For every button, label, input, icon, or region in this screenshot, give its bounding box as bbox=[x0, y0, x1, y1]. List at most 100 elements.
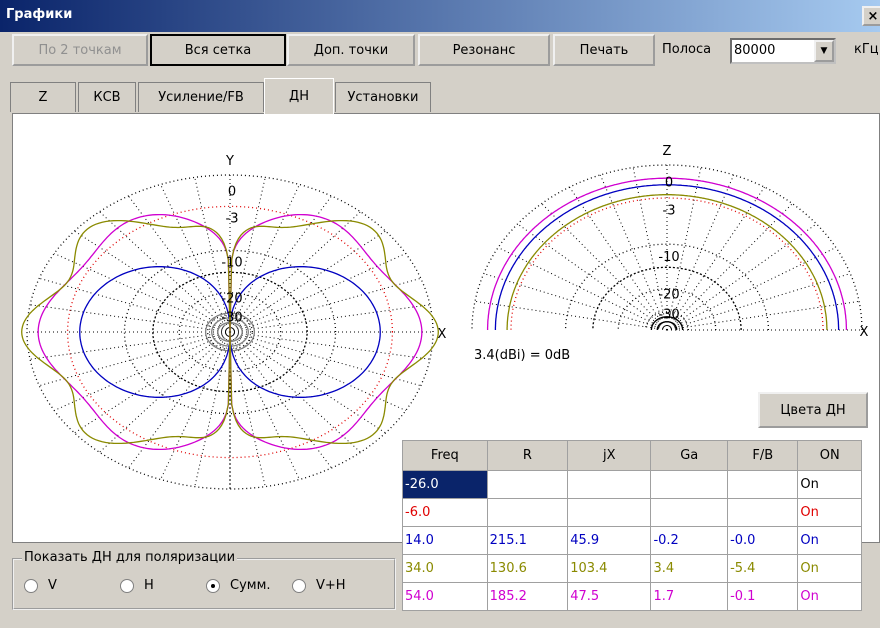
ring-label: -30 bbox=[658, 308, 679, 323]
radial-line bbox=[74, 331, 231, 434]
axis-label: X bbox=[438, 327, 447, 342]
radial-line bbox=[194, 331, 231, 487]
toolbar-button[interactable]: Печать bbox=[553, 34, 655, 66]
dropdown-arrow[interactable]: ▼ bbox=[814, 40, 834, 62]
table-row: 34.0 130.6 103.4 3.4 -5.4 On bbox=[402, 554, 862, 583]
table-cell: -0.1 bbox=[727, 582, 799, 611]
table-cell bbox=[486, 498, 569, 527]
table-cell bbox=[567, 498, 652, 527]
radial-line bbox=[541, 203, 668, 331]
radial-line bbox=[160, 184, 231, 333]
band-value: 80000 bbox=[734, 43, 776, 58]
pattern-curve bbox=[66, 205, 394, 459]
table-cell: -6.0 bbox=[402, 498, 488, 527]
pattern-curve bbox=[506, 194, 828, 330]
table-cell bbox=[727, 470, 799, 499]
radio-button[interactable]: V bbox=[24, 578, 57, 593]
pattern-curve bbox=[178, 292, 282, 372]
toolbar-button[interactable]: По 2 точкам bbox=[12, 34, 148, 66]
radial-line bbox=[39, 277, 231, 333]
pattern-curve bbox=[486, 177, 848, 330]
table-cell: 34.0 bbox=[402, 554, 488, 583]
table-cell: On bbox=[797, 498, 862, 527]
ring-label: -3 bbox=[663, 204, 676, 219]
radio-label: V bbox=[48, 578, 57, 593]
gain-note: 3.4(dBi) = 0dB bbox=[474, 348, 571, 363]
toolbar-button[interactable]: Доп. точки bbox=[287, 34, 415, 66]
radio-circle bbox=[24, 578, 38, 593]
radial-line bbox=[229, 304, 430, 333]
close-button[interactable]: × bbox=[862, 6, 880, 26]
table-cell: On bbox=[797, 470, 862, 499]
tab[interactable]: Усиление/FB bbox=[138, 82, 264, 112]
radio-button[interactable]: H bbox=[120, 578, 154, 593]
ring-label: -10 bbox=[221, 255, 242, 270]
ring-label: -20 bbox=[658, 288, 679, 303]
pattern-curve bbox=[21, 219, 439, 445]
title-bar: Графики × bbox=[0, 0, 880, 32]
table-cell bbox=[727, 498, 799, 527]
radio-button[interactable]: V+H bbox=[292, 578, 346, 593]
pattern-curve bbox=[217, 321, 243, 343]
table-cell: -0.2 bbox=[650, 526, 729, 555]
radial-line bbox=[474, 300, 668, 331]
pattern-curve bbox=[494, 184, 840, 330]
axis-label: Y bbox=[225, 154, 234, 169]
pattern-curve bbox=[37, 213, 423, 451]
radial-line bbox=[229, 230, 386, 333]
table-cell: 1.7 bbox=[650, 582, 729, 611]
table-row: 54.0 185.2 47.5 1.7 -0.1 On bbox=[402, 582, 862, 611]
tab-active[interactable]: ДН bbox=[264, 78, 334, 114]
radio-circle bbox=[292, 578, 306, 593]
column-header: jX bbox=[567, 440, 652, 471]
table-cell: 130.6 bbox=[486, 554, 569, 583]
table-row: 14.0 215.1 45.9 -0.2 -0.0 On bbox=[402, 526, 862, 555]
table-cell bbox=[486, 470, 569, 499]
radio-circle bbox=[206, 578, 220, 593]
radial-line bbox=[229, 331, 332, 469]
band-label: Полоса bbox=[662, 42, 712, 57]
column-header: R bbox=[486, 440, 569, 471]
column-header: Ga bbox=[650, 440, 729, 471]
group-label: Показать ДН для поляризации bbox=[22, 550, 238, 565]
axis-label: Z bbox=[663, 144, 672, 159]
radial-line bbox=[666, 174, 735, 331]
radio-label: V+H bbox=[316, 578, 346, 593]
column-header: ON bbox=[797, 440, 862, 471]
radial-line bbox=[99, 331, 231, 453]
toolbar-button[interactable]: Вся сетка bbox=[150, 34, 286, 66]
radio-label: H bbox=[144, 578, 154, 593]
radial-line bbox=[39, 331, 231, 387]
radial-line bbox=[229, 331, 361, 453]
radial-line bbox=[666, 167, 702, 331]
ring-label: -30 bbox=[221, 310, 242, 325]
radio-button[interactable]: Сумм. bbox=[206, 578, 271, 593]
ring-label: -10 bbox=[658, 250, 679, 265]
toolbar-button[interactable]: Резонанс bbox=[418, 34, 550, 66]
table-cell: 3.4 bbox=[650, 554, 729, 583]
band-combo[interactable]: 80000 ▼ bbox=[730, 38, 836, 64]
column-header: F/B bbox=[727, 440, 799, 471]
radial-line bbox=[569, 186, 668, 331]
tab[interactable]: КСВ bbox=[78, 82, 136, 112]
tab[interactable]: Z bbox=[10, 82, 76, 112]
table-cell: 45.9 bbox=[567, 526, 652, 555]
radial-line bbox=[666, 247, 837, 331]
radial-line bbox=[74, 230, 231, 333]
radial-line bbox=[30, 331, 231, 360]
radial-line bbox=[194, 177, 231, 333]
pattern-curve bbox=[656, 321, 678, 331]
colors-button[interactable]: Цвета ДН bbox=[758, 392, 868, 428]
table-cell: 215.1 bbox=[486, 526, 569, 555]
table-cell: 14.0 bbox=[402, 526, 488, 555]
window-title: Графики bbox=[6, 7, 73, 22]
ring-label: -20 bbox=[221, 291, 242, 306]
radial-line bbox=[229, 331, 266, 487]
radio-dot bbox=[211, 583, 215, 588]
tab[interactable]: Установки bbox=[335, 82, 431, 112]
table-cell: On bbox=[797, 582, 862, 611]
radial-line bbox=[229, 331, 430, 360]
